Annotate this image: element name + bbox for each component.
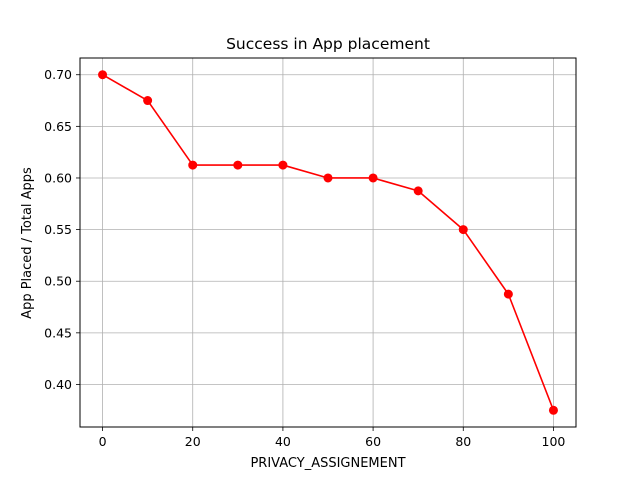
y-tick-label: 0.65 xyxy=(44,119,72,134)
grid xyxy=(80,58,576,427)
y-tick-label: 0.50 xyxy=(44,274,72,289)
data-point xyxy=(278,160,288,170)
data-point xyxy=(98,70,108,80)
series-line xyxy=(102,74,555,411)
data-point xyxy=(143,96,153,106)
y-tick-label: 0.40 xyxy=(44,377,72,392)
y-tick-label: 0.55 xyxy=(44,222,72,237)
data-point xyxy=(368,173,378,183)
x-tick-label: 80 xyxy=(455,434,471,449)
y-axis: 0.40 0.45 0.50 0.55 0.60 0.65 0.70 xyxy=(44,67,80,392)
data-point xyxy=(458,225,468,235)
y-tick-label: 0.70 xyxy=(44,67,72,82)
chart-title: Success in App placement xyxy=(226,35,430,53)
data-point xyxy=(548,405,558,415)
data-point xyxy=(233,160,243,170)
x-tick-label: 40 xyxy=(275,434,291,449)
y-tick-label: 0.60 xyxy=(44,170,72,185)
plot-frame xyxy=(79,57,577,428)
y-axis-title: App Placed / Total Apps xyxy=(20,167,35,319)
x-tick-label: 0 xyxy=(99,434,107,449)
y-tick-label: 0.45 xyxy=(44,325,72,340)
data-point xyxy=(188,160,198,170)
data-point xyxy=(323,173,333,183)
data-point xyxy=(503,289,513,299)
data-point xyxy=(413,186,423,196)
series-group xyxy=(98,70,558,415)
x-axis: 0 20 40 60 80 100 xyxy=(99,427,566,449)
x-tick-label: 100 xyxy=(542,434,566,449)
x-tick-label: 60 xyxy=(365,434,381,449)
x-tick-label: 20 xyxy=(185,434,201,449)
x-axis-title: PRIVACY_ASSIGNEMENT xyxy=(250,456,405,471)
